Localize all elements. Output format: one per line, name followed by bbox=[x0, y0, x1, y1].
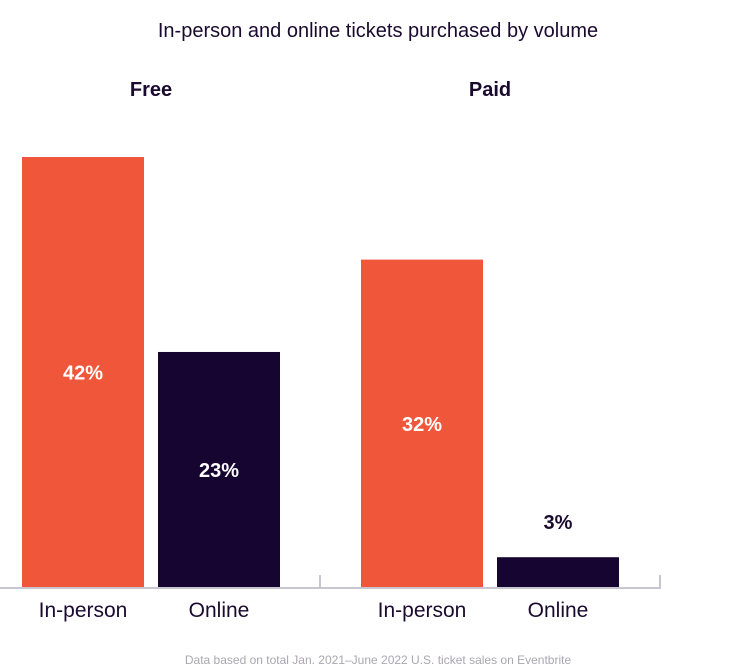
bar bbox=[497, 557, 619, 588]
data-label: 42% bbox=[63, 363, 103, 385]
bar bbox=[158, 351, 280, 588]
data-label: 23% bbox=[199, 460, 239, 482]
category-label: Online bbox=[189, 599, 250, 622]
group-label: Free bbox=[130, 79, 172, 101]
chart-title: In-person and online tickets purchased b… bbox=[158, 20, 598, 42]
category-label: Online bbox=[528, 599, 589, 622]
data-label: 3% bbox=[544, 512, 573, 534]
category-label: In-person bbox=[378, 599, 467, 622]
bar bbox=[361, 259, 483, 588]
category-label: In-person bbox=[39, 599, 128, 622]
footnote: Data based on total Jan. 2021–June 2022 … bbox=[185, 653, 572, 667]
group-label: Paid bbox=[469, 79, 511, 101]
bar bbox=[22, 157, 144, 588]
data-label: 32% bbox=[402, 414, 442, 436]
